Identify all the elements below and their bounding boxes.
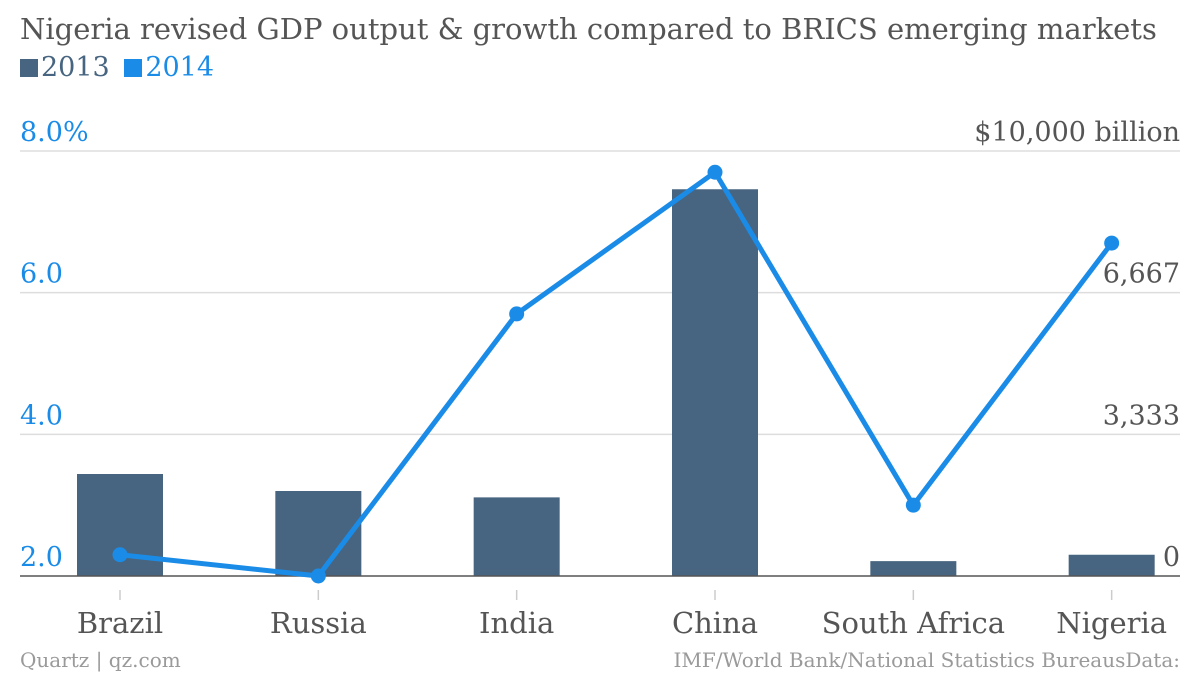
- y-left-tick-label: 6.0: [20, 259, 63, 290]
- gridlines: [20, 150, 1180, 436]
- x-tick-label: Brazil: [77, 606, 163, 640]
- point-2014-brazil: [112, 547, 128, 563]
- footer-source: IMF/World Bank/National Statistics Burea…: [673, 648, 1180, 672]
- legend-swatch-2014: [124, 58, 143, 77]
- bar-2013-india: [473, 497, 560, 576]
- legend-item-2014: 2014: [124, 52, 214, 83]
- bar-2013-nigeria: [1068, 554, 1155, 576]
- legend-item-2013: 2013: [20, 52, 110, 83]
- bar-series-2013: [77, 189, 1155, 576]
- chart-title: Nigeria revised GDP output & growth comp…: [20, 12, 1157, 46]
- point-2014-nigeria: [1104, 235, 1120, 251]
- footer-credit: Quartz | qz.com: [20, 648, 181, 672]
- line-series-2014: [112, 164, 1120, 584]
- legend-label-2013: 2013: [41, 52, 110, 83]
- y-right-tick-label: 6,667: [1103, 259, 1180, 290]
- point-2014-india: [509, 306, 525, 322]
- legend-label-2014: 2014: [145, 52, 215, 83]
- bar-2013-russia: [275, 491, 362, 576]
- x-tick-label: China: [672, 606, 758, 640]
- y-left-tick-label: 4.0: [20, 400, 63, 431]
- legend-swatch-2013: [20, 58, 38, 77]
- y-axis-ticks: 2.0 4.0 6.0 8.0% 0 3,333 6,667 $10,000 billion: [20, 117, 1180, 573]
- bar-2013-south-africa: [870, 561, 957, 576]
- line-2014: [119, 169, 1114, 579]
- x-axis: [20, 575, 1180, 600]
- bar-2013-china: [672, 189, 758, 576]
- y-left-tick-label: 8.0%: [20, 117, 89, 148]
- y-left-tick-label: 2.0: [20, 542, 63, 573]
- point-2014-china: [707, 164, 723, 180]
- x-tick-label: South Africa: [822, 606, 1005, 640]
- legend: 2013 2014: [20, 52, 220, 84]
- point-2014-south-africa: [905, 497, 921, 513]
- point-2014-russia: [310, 568, 326, 584]
- x-tick-label: Russia: [270, 606, 367, 640]
- x-tick-label: Nigeria: [1056, 606, 1167, 640]
- x-axis-labels: Brazil Russia India China South Africa Nigeri…: [77, 606, 1167, 640]
- x-tick-label: India: [479, 606, 554, 640]
- y-right-tick-label: 0: [1163, 542, 1180, 573]
- y-right-tick-label: $10,000 billion: [974, 117, 1180, 148]
- y-right-tick-label: 3,333: [1103, 400, 1180, 431]
